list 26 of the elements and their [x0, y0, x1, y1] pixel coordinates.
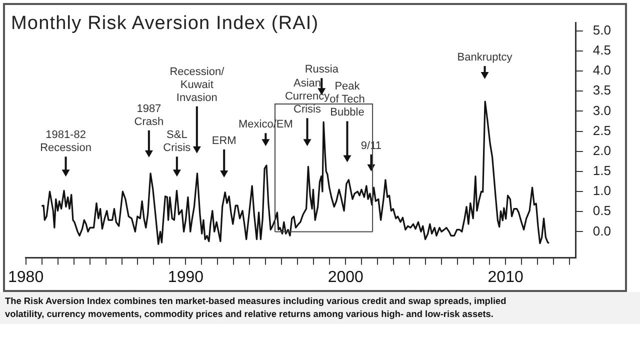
annotation: 1987 Crash [134, 102, 164, 128]
y-tick-label: 0.0 [592, 223, 612, 238]
x-tick-label: 2010 [488, 268, 524, 286]
annotation: ERM [212, 134, 236, 147]
y-tick-label: 2.0 [592, 142, 612, 158]
y-tick-label: 3.0 [592, 102, 612, 118]
y-tick-label: 4.5 [592, 42, 612, 58]
text: The Risk Aversion Index combines ten market-based measures including various credit and swap spreads, implied volatility, currency movements, commodity prices and relative returns among various high- and low-risk assets. [5, 295, 508, 321]
annotation: Peak of Tech Bubble [330, 80, 365, 119]
annotation: Recession/ Kuwait Invasion [170, 66, 226, 104]
x-tick-label: 2000 [328, 268, 364, 286]
annotation: S&L Crisis [163, 129, 192, 154]
annotation: 1981-82 Recession [40, 129, 92, 154]
y-tick-label: 5.0 [592, 22, 612, 38]
annotation: Russia [304, 64, 340, 76]
annotation: Asian Currency Crisis [284, 78, 330, 116]
y-tick-label: 3.5 [592, 82, 612, 98]
chart-title: Monthly Risk Aversion Index (RAI) [11, 13, 319, 35]
y-tick-label: 1.0 [592, 183, 612, 198]
y-tick-label: 0.5 [592, 203, 612, 218]
x-tick-label: 1990 [168, 268, 204, 286]
x-tick-label: 1980 [8, 268, 44, 286]
y-tick-label: 1.5 [592, 163, 612, 178]
y-tick-label: 2.5 [592, 122, 612, 138]
annotation: Bankruptcy [457, 52, 513, 64]
y-tick-label: 4.0 [592, 62, 612, 78]
